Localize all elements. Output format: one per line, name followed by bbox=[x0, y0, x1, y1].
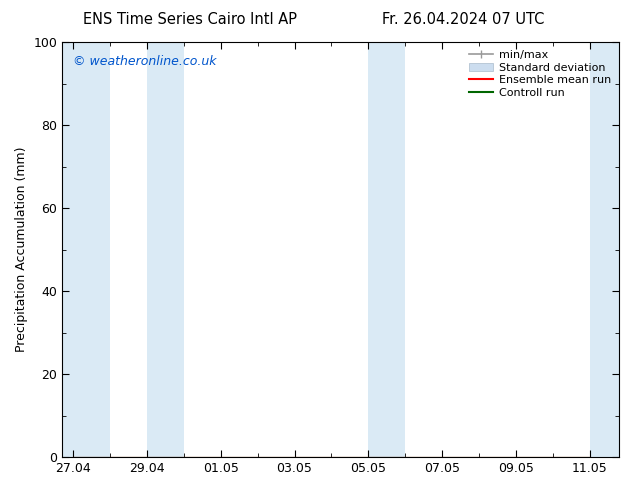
Text: ENS Time Series Cairo Intl AP: ENS Time Series Cairo Intl AP bbox=[83, 12, 297, 27]
Bar bbox=[62, 42, 110, 457]
Text: © weatheronline.co.uk: © weatheronline.co.uk bbox=[74, 54, 217, 68]
Text: Fr. 26.04.2024 07 UTC: Fr. 26.04.2024 07 UTC bbox=[382, 12, 544, 27]
Y-axis label: Precipitation Accumulation (mm): Precipitation Accumulation (mm) bbox=[15, 147, 28, 352]
Bar bbox=[147, 42, 184, 457]
Bar bbox=[590, 42, 619, 457]
Legend: min/max, Standard deviation, Ensemble mean run, Controll run: min/max, Standard deviation, Ensemble me… bbox=[467, 48, 614, 100]
Bar bbox=[368, 42, 405, 457]
